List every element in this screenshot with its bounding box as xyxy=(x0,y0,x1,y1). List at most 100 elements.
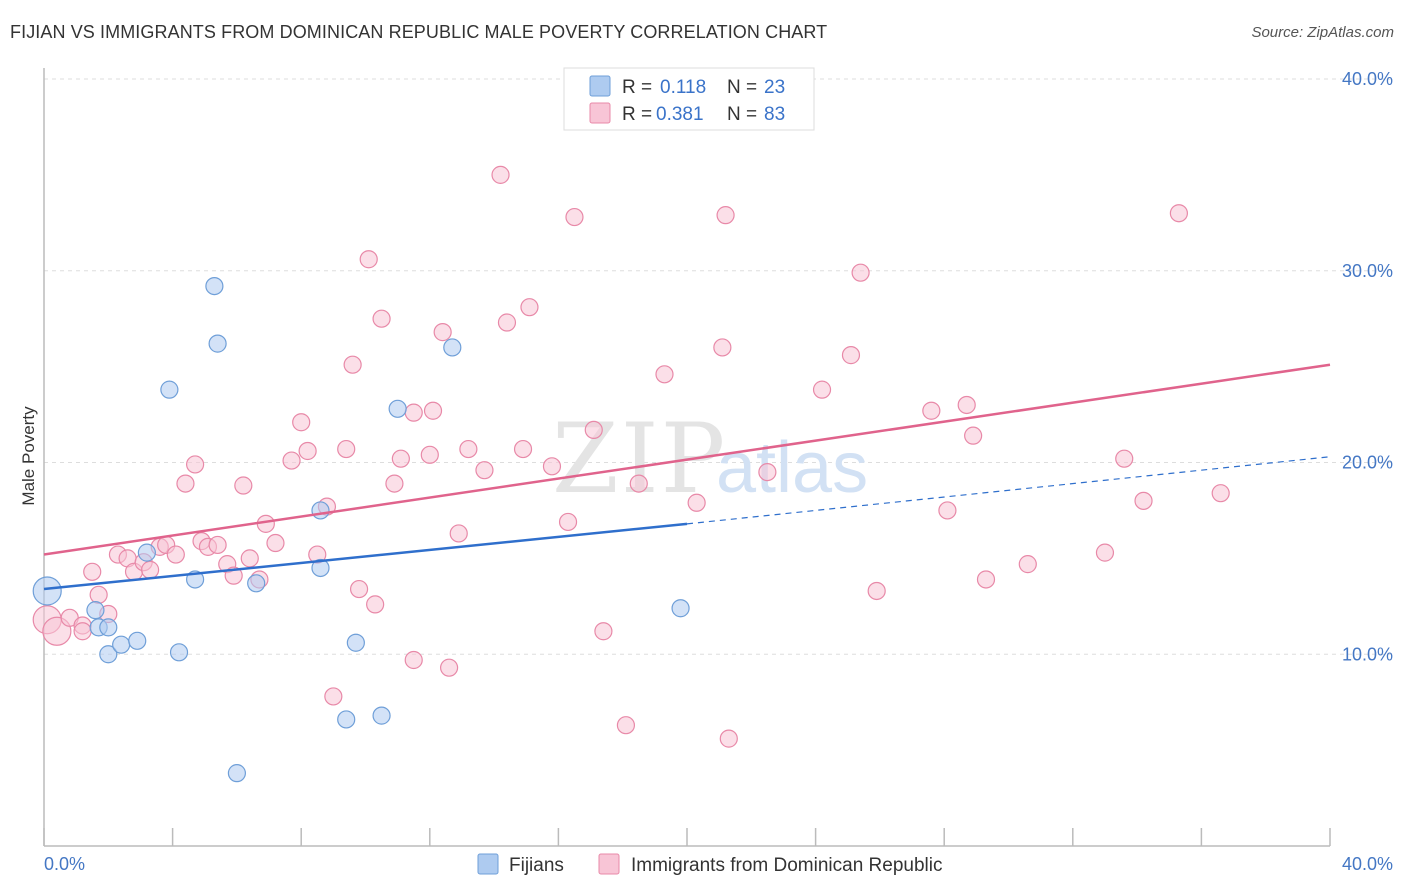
fijian-point-17 xyxy=(337,710,356,729)
dominican-point-36 xyxy=(349,579,369,599)
legend-r-label-0: R = xyxy=(622,77,652,98)
dominican-point-67 xyxy=(758,462,777,482)
dominican-point-58 xyxy=(584,420,603,440)
chart-title: FIJIAN VS IMMIGRANTS FROM DOMINICAN REPU… xyxy=(10,22,828,42)
fijian-point-18 xyxy=(346,633,365,652)
dominican-point-69 xyxy=(841,346,861,365)
dominican-point-54 xyxy=(520,298,539,317)
fijian-point-8 xyxy=(160,380,179,399)
y-tick-label-20: 20.0% xyxy=(1342,453,1393,473)
data-points xyxy=(32,165,1230,783)
fijian-trend-extension xyxy=(686,456,1331,525)
fijian-point-16 xyxy=(311,558,330,578)
dominican-point-49 xyxy=(459,439,478,459)
dominican-point-6 xyxy=(89,585,108,604)
fijian-point-4 xyxy=(99,645,118,664)
y-tick-label-30: 30.0% xyxy=(1342,261,1393,281)
dominican-point-56 xyxy=(558,512,578,532)
dominican-point-46 xyxy=(433,323,452,342)
legend-r-value-0: 0.118 xyxy=(660,77,706,98)
dominican-point-41 xyxy=(391,449,410,468)
bottom-legend-swatch-fijians xyxy=(477,853,499,875)
watermark: ZIP atlas xyxy=(552,403,868,515)
dominican-point-57 xyxy=(565,207,584,227)
dominican-point-74 xyxy=(957,395,976,415)
dominican-point-5 xyxy=(83,562,102,581)
dominican-point-38 xyxy=(366,595,385,614)
fijian-point-14 xyxy=(247,574,266,593)
legend-swatch-fijians xyxy=(589,75,611,97)
fijian-point-3 xyxy=(99,618,118,637)
legend-r-value-1: 0.381 xyxy=(656,104,704,125)
dominican-point-53 xyxy=(513,439,533,459)
dominican-point-78 xyxy=(1095,543,1115,562)
dominican-point-47 xyxy=(439,658,459,677)
dominican-point-16 xyxy=(176,474,195,493)
fijian-point-20 xyxy=(388,399,407,418)
dominican-point-28 xyxy=(282,451,301,470)
axes xyxy=(43,68,1331,847)
dominican-point-75 xyxy=(964,426,983,445)
dominican-point-44 xyxy=(420,445,439,464)
legend: R = 0.118 N = 23 R = 0.381 N = 83 xyxy=(563,67,815,131)
legend-n-label-0: N = xyxy=(727,77,757,98)
dominican-point-30 xyxy=(298,441,317,461)
dominican-point-62 xyxy=(655,365,674,384)
dominican-point-42 xyxy=(404,403,423,422)
fijian-point-7 xyxy=(137,543,156,562)
fijian-point-12 xyxy=(208,334,227,353)
dominican-point-71 xyxy=(867,581,886,601)
dominican-point-70 xyxy=(851,263,870,282)
dominican-point-55 xyxy=(542,457,562,476)
dominican-point-43 xyxy=(404,650,423,670)
dominican-point-23 xyxy=(234,476,253,495)
dominican-point-20 xyxy=(208,535,227,555)
dominican-point-60 xyxy=(616,716,636,735)
fijian-point-11 xyxy=(205,276,224,296)
dominican-point-48 xyxy=(449,524,468,543)
dominican-point-82 xyxy=(1211,484,1230,503)
y-axis-label: Male Poverty xyxy=(19,406,38,506)
dominican-point-24 xyxy=(240,549,259,568)
dominican-point-29 xyxy=(292,413,311,432)
dominican-point-33 xyxy=(324,687,343,706)
dominican-point-65 xyxy=(716,206,735,225)
dominican-point-66 xyxy=(719,729,738,748)
dominican-point-51 xyxy=(491,165,510,184)
fijian-point-10 xyxy=(169,643,189,662)
legend-n-label-1: N = xyxy=(727,104,757,125)
dominican-point-34 xyxy=(337,439,356,459)
legend-n-value-0: 23 xyxy=(764,77,785,98)
dominican-point-15 xyxy=(166,545,185,564)
dominican-point-79 xyxy=(1115,449,1134,468)
fijian-point-21 xyxy=(443,338,462,357)
dominican-point-81 xyxy=(1169,204,1188,223)
fijian-point-6 xyxy=(128,631,147,650)
legend-n-value-1: 83 xyxy=(764,104,785,125)
dominican-point-72 xyxy=(922,401,941,420)
dominican-point-27 xyxy=(266,533,285,553)
dominican-point-63 xyxy=(687,493,706,512)
dominican-point-52 xyxy=(497,313,517,332)
dominican-point-76 xyxy=(976,570,996,589)
grid-lines xyxy=(44,78,1392,655)
dominican-point-4 xyxy=(73,622,92,641)
dominican-point-59 xyxy=(594,622,613,641)
dominican-point-64 xyxy=(713,338,732,357)
tick-labels: 10.0% 20.0% 30.0% 40.0% 0.0% 40.0% xyxy=(44,69,1393,874)
watermark-atlas: atlas xyxy=(716,428,868,508)
dominican-point-12 xyxy=(140,560,160,579)
fijian-point-5 xyxy=(112,635,131,654)
dominican-point-35 xyxy=(343,355,362,374)
fijian-point-0 xyxy=(32,576,62,606)
fijian-point-22 xyxy=(671,599,690,618)
fijian-trend-line xyxy=(43,522,688,591)
fijian-point-15 xyxy=(311,501,330,520)
fijian-point-19 xyxy=(372,706,391,725)
trend-lines xyxy=(43,363,1331,591)
legend-r-label-1: R = xyxy=(622,104,652,125)
legend-swatch-dominican xyxy=(589,102,611,124)
fijian-point-13 xyxy=(227,764,246,783)
x-tick-label-min: 0.0% xyxy=(44,854,85,874)
